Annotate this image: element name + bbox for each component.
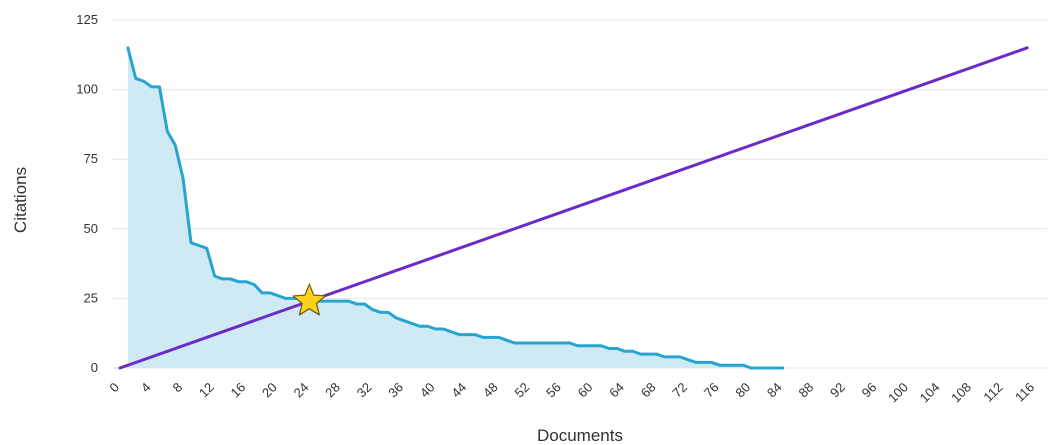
citations-line <box>126 46 785 370</box>
x-tick-label: 48 <box>480 380 501 401</box>
x-tick-label: 32 <box>354 380 375 401</box>
x-tick-label: 108 <box>948 380 974 406</box>
y-tick-label: 75 <box>84 151 98 166</box>
x-tick-label: 72 <box>669 380 690 401</box>
x-tick-label: 116 <box>1012 380 1037 405</box>
y-axis-title: Citations <box>11 167 30 233</box>
citations-area-fill <box>127 47 783 369</box>
x-tick-label: 88 <box>796 380 817 401</box>
x-tick-label: 60 <box>575 380 596 401</box>
x-tick-label: 8 <box>170 380 186 396</box>
y-tick-label: 25 <box>84 290 98 305</box>
x-tick-label: 24 <box>291 380 312 401</box>
x-tick-label: 20 <box>259 380 280 401</box>
x-tick-label: 104 <box>917 380 943 406</box>
x-tick-label: 56 <box>543 380 564 401</box>
x-axis-ticks: 0 4 8 12 16 20 24 28 32 36 40 44 48 52 56 60 64 68 72 76 80 8… <box>106 380 1037 406</box>
x-tick-label: 44 <box>448 380 469 401</box>
x-axis-title: Documents <box>537 426 623 445</box>
x-tick-label: 76 <box>701 380 722 401</box>
x-tick-label: 68 <box>638 380 659 401</box>
x-tick-label: 16 <box>228 380 249 401</box>
series-layer <box>118 46 1029 370</box>
x-tick-label: 96 <box>859 380 880 401</box>
y-tick-label: 50 <box>84 221 98 236</box>
x-tick-label: 112 <box>980 380 1005 405</box>
x-tick-label: 4 <box>138 380 154 396</box>
x-tick-label: 80 <box>732 380 753 401</box>
y-tick-label: 125 <box>76 12 98 27</box>
x-tick-label: 0 <box>106 380 122 396</box>
y-axis-ticks: 0 25 50 75 100 125 <box>76 12 98 375</box>
x-tick-label: 12 <box>196 380 217 401</box>
x-tick-label: 52 <box>512 380 533 401</box>
y-tick-label: 0 <box>91 360 98 375</box>
x-tick-label: 100 <box>885 380 911 406</box>
x-tick-label: 40 <box>417 380 438 401</box>
x-tick-label: 92 <box>827 380 848 401</box>
x-tick-label: 36 <box>385 380 406 401</box>
x-tick-label: 64 <box>606 380 627 401</box>
marker-layer <box>292 283 327 316</box>
documents-diagonal-line <box>118 46 1029 370</box>
h-index-star-icon <box>292 283 327 316</box>
x-tick-label: 84 <box>764 380 785 401</box>
y-tick-label: 100 <box>76 82 98 97</box>
x-tick-label: 28 <box>322 380 343 401</box>
